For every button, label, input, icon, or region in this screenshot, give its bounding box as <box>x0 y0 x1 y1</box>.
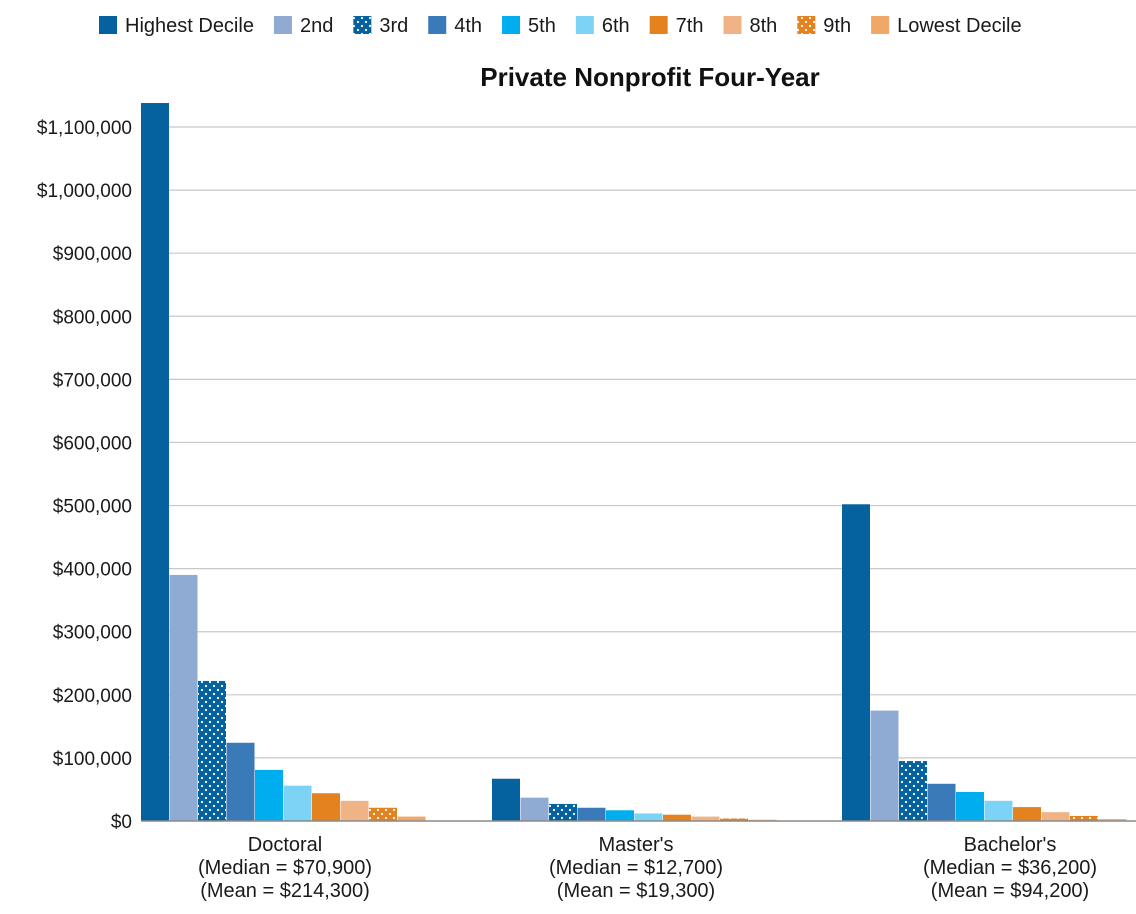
category-label: Master's <box>599 834 674 856</box>
legend-swatch-7th <box>649 16 668 34</box>
legend-label: 7th <box>676 15 704 37</box>
bar-5th-doctoral <box>255 769 283 821</box>
bar-6th-bachelor-s <box>984 800 1013 821</box>
y-tick-label: $200,000 <box>53 686 132 707</box>
legend-swatch-6th <box>575 16 594 34</box>
legend-swatch-4th <box>428 16 447 34</box>
bar-4th-master-s <box>577 807 606 821</box>
legend-label: Highest Decile <box>125 15 254 37</box>
bar-7th-bachelor-s <box>1013 807 1041 821</box>
bar-3rd-master-s <box>549 803 577 821</box>
bar-group-master-s <box>492 778 777 821</box>
bar-group-doctoral <box>141 103 426 821</box>
bar-5th-bachelor-s <box>956 791 984 821</box>
bar-lowest-decile-doctoral <box>397 816 426 821</box>
bar-highest-decile-bachelor-s <box>842 504 870 821</box>
legend-swatch-highest-decile <box>99 16 117 34</box>
legend-label: 3rd <box>379 15 408 37</box>
y-tick-label: $100,000 <box>53 749 132 770</box>
y-tick-label: $600,000 <box>53 433 132 454</box>
legend-item-7th: 7th <box>649 15 704 37</box>
bar-7th-master-s <box>663 814 691 821</box>
bar-4th-doctoral <box>226 742 255 821</box>
category-mean-label: (Mean = $94,200) <box>931 880 1089 902</box>
legend-item-5th: 5th <box>502 15 556 37</box>
legend-item-highest-decile: Highest Decile <box>99 15 254 37</box>
bar-4th-bachelor-s <box>927 783 956 821</box>
bar-6th-master-s <box>634 813 663 821</box>
chart-title: Private Nonprofit Four-Year <box>480 62 820 92</box>
legend-item-8th: 8th <box>723 15 777 37</box>
x-axis: Doctoral(Median = $70,900)(Mean = $214,3… <box>141 820 1136 902</box>
legend-label: 8th <box>749 15 777 37</box>
bar-2nd-doctoral <box>169 574 198 821</box>
y-tick-label: $1,000,000 <box>37 181 132 202</box>
legend-swatch-3rd <box>353 16 372 34</box>
bars <box>141 103 1127 821</box>
legend-item-3rd: 3rd <box>353 15 408 37</box>
y-tick-label: $1,100,000 <box>37 118 132 139</box>
legend-label: 5th <box>528 15 556 37</box>
bar-9th-doctoral <box>369 807 397 821</box>
legend-item-6th: 6th <box>575 15 630 37</box>
bar-8th-master-s <box>691 816 720 821</box>
category-label: Doctoral <box>248 834 322 856</box>
legend-item-2nd: 2nd <box>273 15 333 37</box>
y-axis: $0 $100,000 $200,000 $300,000 $400,000 $500,0… <box>37 118 132 833</box>
bar-6th-doctoral <box>283 785 312 821</box>
bar-3rd-bachelor-s <box>899 761 927 821</box>
bar-2nd-bachelor-s <box>870 710 899 821</box>
bar-group-bachelor-s <box>842 504 1127 821</box>
y-tick-label: $300,000 <box>53 623 132 644</box>
category-median-label: (Median = $70,900) <box>198 857 372 879</box>
category-median-label: (Median = $36,200) <box>923 857 1097 879</box>
legend-item-9th: 9th <box>797 15 851 37</box>
legend-swatch-lowest-decile <box>871 16 890 34</box>
category-label: Bachelor's <box>964 834 1057 856</box>
y-tick-label: $700,000 <box>53 370 132 391</box>
bar-3rd-doctoral <box>198 680 226 821</box>
legend-swatch-8th <box>723 16 742 34</box>
category-mean-label: (Mean = $19,300) <box>557 880 715 902</box>
bar-9th-bachelor-s <box>1070 815 1098 821</box>
bar-highest-decile-doctoral <box>141 103 169 821</box>
legend-label: 9th <box>823 15 851 37</box>
legend: Highest Decile 2nd 3rd 4th 5th 6th 7th 8th 9th Lo… <box>99 15 1022 37</box>
legend-label: Lowest Decile <box>897 15 1022 37</box>
bar-7th-doctoral <box>312 793 340 821</box>
legend-item-4th: 4th <box>428 15 482 37</box>
legend-label: 2nd <box>300 15 333 37</box>
bar-highest-decile-master-s <box>492 778 520 821</box>
category-median-label: (Median = $12,700) <box>549 857 723 879</box>
y-tick-label: $500,000 <box>53 497 132 518</box>
legend-item-lowest-decile: Lowest Decile <box>871 15 1022 37</box>
y-tick-label: $400,000 <box>53 560 132 581</box>
y-tick-label: $0 <box>111 812 132 833</box>
bar-5th-master-s <box>606 810 634 821</box>
bar-2nd-master-s <box>520 797 549 821</box>
legend-swatch-9th <box>797 16 816 34</box>
legend-swatch-5th <box>502 16 521 34</box>
legend-label: 6th <box>602 15 630 37</box>
bar-lowest-decile-bachelor-s <box>1098 819 1127 821</box>
legend-label: 4th <box>454 15 482 37</box>
gridlines <box>141 126 1136 759</box>
bar-8th-bachelor-s <box>1041 812 1070 821</box>
bar-8th-doctoral <box>340 800 369 821</box>
y-tick-label: $800,000 <box>53 307 132 328</box>
category-mean-label: (Mean = $214,300) <box>200 880 370 902</box>
bar-9th-master-s <box>720 818 748 821</box>
y-tick-label: $900,000 <box>53 244 132 265</box>
legend-swatch-2nd <box>273 16 292 34</box>
